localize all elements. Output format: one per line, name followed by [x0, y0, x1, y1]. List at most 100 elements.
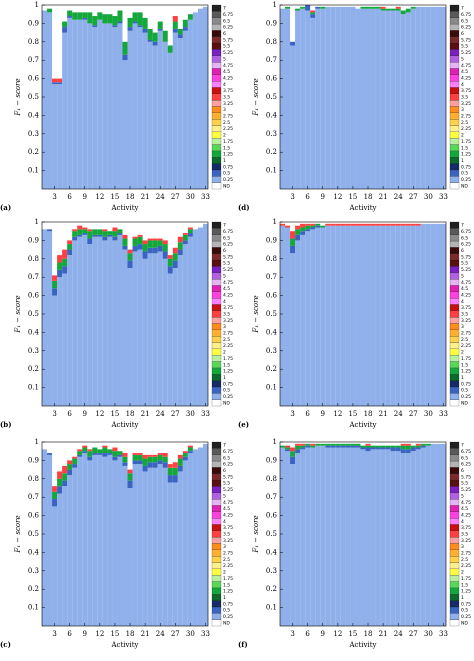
bar-segment — [415, 447, 421, 450]
bar-segment — [162, 240, 168, 245]
bar-segment — [127, 17, 133, 28]
colorbar-label: 4.75 — [223, 63, 233, 69]
colorbar-swatch — [211, 587, 222, 595]
x-tick-label: 9 — [83, 193, 87, 201]
bar-segment — [300, 8, 306, 190]
colorbar-label: 1.25 — [223, 589, 233, 595]
colorbar-swatch — [449, 355, 460, 362]
colorbar-swatch — [211, 49, 222, 56]
bar-segment — [415, 6, 421, 190]
bar-segment — [410, 8, 416, 190]
bar-segment — [340, 6, 346, 190]
bar-segment — [182, 30, 188, 190]
bar-segment — [97, 449, 103, 454]
x-tick-label: 9 — [83, 630, 87, 638]
x-axis-label: Activity — [111, 204, 139, 212]
bar-segment — [142, 28, 148, 33]
bar-segment — [182, 244, 188, 406]
colorbar-label: 1.75 — [461, 356, 471, 362]
bar-segment — [52, 499, 58, 507]
colorbar-label: 0.75 — [223, 381, 233, 387]
bar-segment — [87, 451, 93, 457]
colorbar-label: 4.25 — [223, 292, 233, 298]
y-tick-label: 0.7 — [28, 56, 39, 64]
bar-segment — [157, 30, 163, 190]
bar-segment — [320, 443, 326, 446]
colorbar-label: 4.75 — [223, 280, 233, 286]
bar-segment — [152, 238, 158, 241]
bar-segment — [157, 238, 163, 241]
panel-label: (a) — [0, 203, 11, 212]
x-tick-label: 15 — [348, 630, 357, 638]
y-tick-label: 0.5 — [28, 310, 39, 318]
colorbar-label: 2.75 — [461, 331, 471, 337]
bar-segment — [187, 453, 193, 626]
colorbar-label: 6.25 — [461, 242, 471, 248]
bar-segment — [87, 229, 93, 232]
bar-segment — [177, 255, 183, 406]
bar-segment — [132, 460, 138, 465]
bar-segment — [57, 277, 63, 406]
colorbar-label: 4.25 — [461, 512, 471, 518]
bar-segment — [187, 447, 193, 452]
bar-segment — [325, 6, 331, 190]
bar-segment — [305, 223, 311, 226]
bar-segment — [310, 10, 316, 13]
bar-segment — [82, 451, 88, 454]
colorbar-swatch — [449, 4, 460, 12]
colorbar-label: 2.75 — [223, 551, 233, 557]
colorbar-swatch — [449, 575, 460, 582]
bar-segment — [290, 451, 296, 457]
colorbar-label: 1 — [461, 375, 464, 381]
colorbar-label: 2.5 — [223, 120, 230, 126]
bar-segment — [177, 28, 183, 35]
colorbar-swatch — [449, 499, 460, 506]
bar-segment — [112, 16, 118, 26]
y-tick-label: 0.9 — [266, 19, 277, 27]
bar-segment — [102, 445, 108, 448]
bar-segment — [365, 445, 371, 448]
bar-segment — [47, 12, 53, 189]
colorbar-label: 0.75 — [461, 601, 471, 607]
colorbar-swatch — [211, 581, 222, 589]
x-tick-label: 33 — [201, 410, 210, 418]
colorbar-label: 6 — [223, 31, 226, 37]
bar-segment — [77, 234, 83, 237]
bar-segment — [152, 240, 158, 248]
x-tick-label: 33 — [439, 193, 448, 201]
colorbar-label: 0.25 — [223, 614, 233, 620]
bar-segment — [72, 229, 78, 232]
colorbar-label: 7 — [223, 6, 226, 12]
colorbar-swatch — [449, 138, 460, 145]
bar-segment — [290, 238, 296, 246]
y-tick-label: 0.6 — [28, 75, 40, 83]
colorbar-swatch — [211, 131, 222, 139]
bar-segment — [62, 258, 68, 267]
colorbar-swatch — [211, 259, 222, 267]
bar-segment — [300, 445, 306, 448]
bar-segment — [77, 236, 83, 406]
bar-segment — [360, 445, 366, 448]
bar-segment — [92, 236, 98, 406]
bar-segment — [92, 229, 98, 235]
bar-segment — [310, 443, 316, 446]
colorbar-swatch — [449, 329, 460, 337]
bar-segment — [335, 447, 341, 626]
bar-segment — [177, 242, 183, 250]
colorbar-label: 6.5 — [461, 18, 468, 24]
bar-segment — [62, 266, 68, 274]
bar-segment — [47, 453, 53, 455]
y-tick-label: 0.4 — [266, 111, 278, 119]
colorbar-label: 4.75 — [223, 500, 233, 506]
bar-segment — [92, 25, 98, 28]
colorbar-swatch — [211, 182, 222, 190]
bar-segment — [280, 223, 286, 226]
bar-segment — [315, 227, 321, 406]
colorbar-swatch — [449, 380, 460, 388]
colorbar-label: 1.5 — [461, 145, 468, 151]
bar-segment — [390, 225, 396, 406]
colorbar-label: 2.5 — [461, 337, 468, 343]
bar-segment — [112, 231, 118, 237]
bar-segment — [87, 12, 93, 24]
colorbar-swatch — [449, 304, 460, 311]
